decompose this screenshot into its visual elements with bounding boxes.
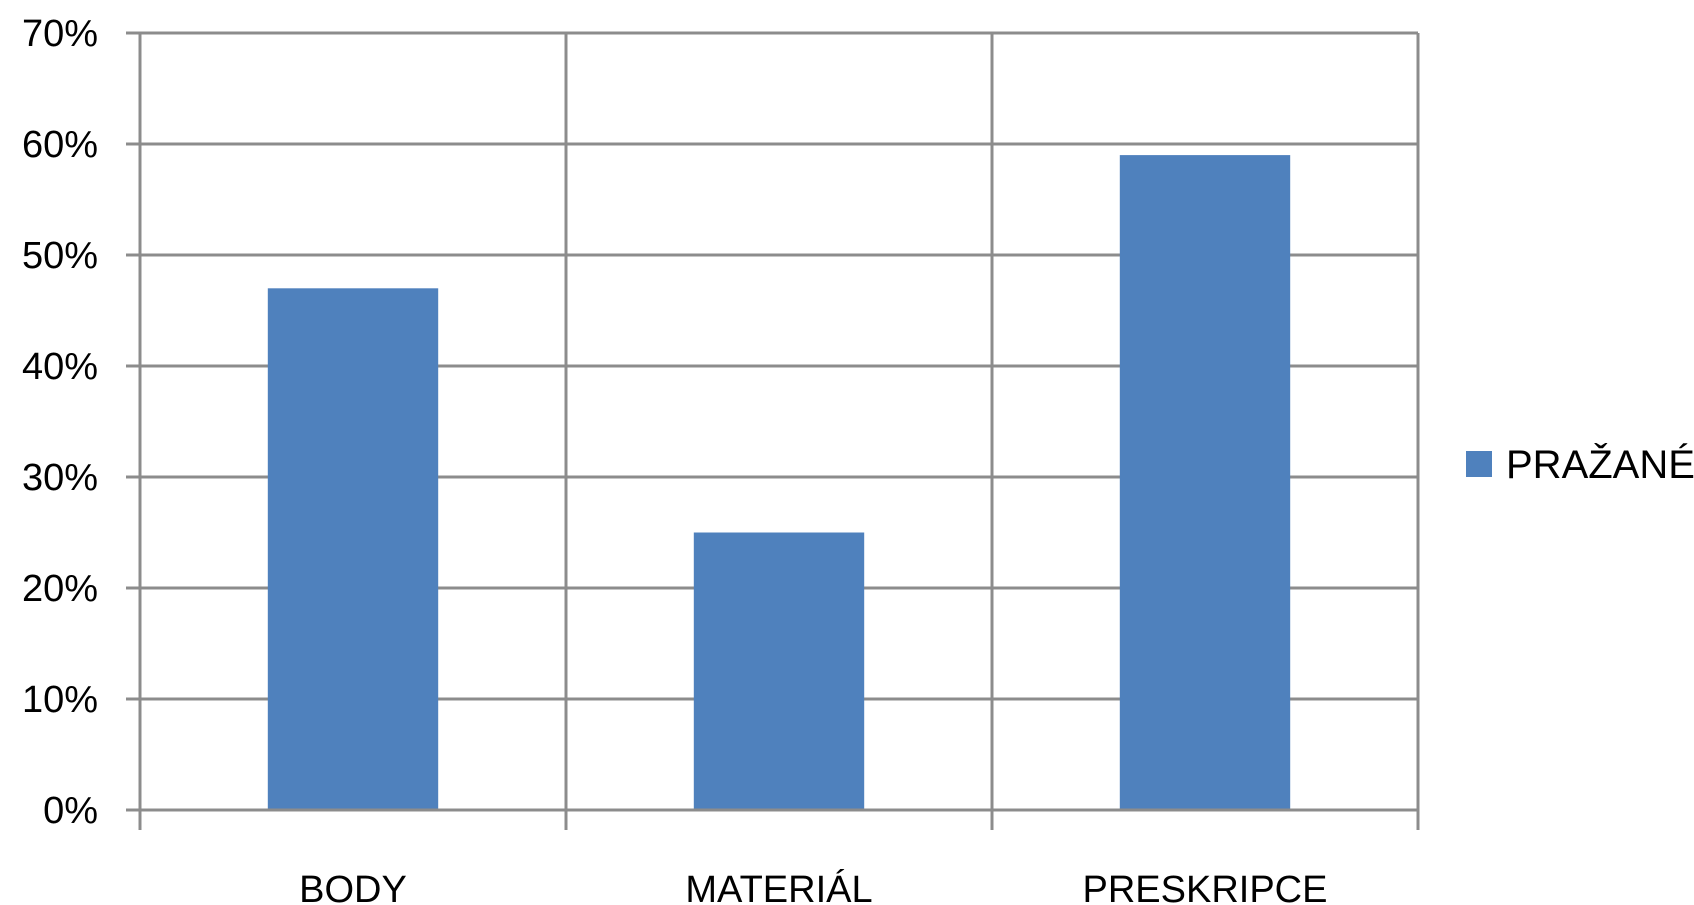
y-tick-label: 40% — [22, 346, 98, 388]
y-tick-label: 10% — [22, 679, 98, 721]
x-category-labels: BODY MATERIÁL PRESKRIPCE — [299, 868, 1327, 905]
y-tick-label: 50% — [22, 235, 98, 277]
legend: PRAŽANÉ — [1466, 442, 1694, 487]
x-category-label: BODY — [299, 869, 407, 905]
bar-1 — [693, 532, 865, 810]
y-tick-labels: 0% 10% 20% 30% 40% 50% 60% 70% — [22, 13, 98, 832]
y-tick-label: 70% — [22, 13, 98, 55]
bar-0 — [267, 288, 439, 810]
y-tick-label: 20% — [22, 568, 98, 610]
y-tick-label: 0% — [43, 790, 98, 832]
bars — [267, 155, 1291, 811]
x-category-label: MATERIÁL — [685, 868, 872, 905]
axes — [126, 31, 1420, 830]
legend-swatch — [1466, 451, 1492, 477]
bar-2 — [1119, 155, 1291, 811]
y-tick-label: 30% — [22, 457, 98, 499]
x-category-label: PRESKRIPCE — [1083, 869, 1328, 905]
y-tick-label: 60% — [22, 124, 98, 166]
legend-label-prazane: PRAŽANÉ — [1506, 442, 1694, 487]
